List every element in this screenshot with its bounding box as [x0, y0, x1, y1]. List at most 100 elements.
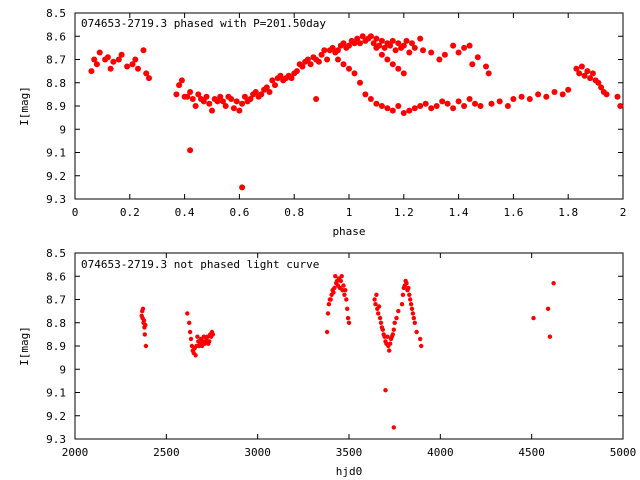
data-point: [400, 110, 407, 116]
data-point: [342, 292, 347, 297]
data-point: [390, 332, 395, 337]
data-point: [450, 105, 457, 112]
y-tick-label: 9.1: [46, 387, 66, 400]
data-point: [510, 96, 517, 102]
x-tick-label: 2000: [62, 446, 89, 459]
data-point: [409, 40, 415, 47]
data-point: [391, 425, 396, 430]
data-point: [547, 334, 553, 339]
data-point: [551, 89, 558, 95]
data-point: [206, 100, 213, 107]
x-tick-label: 0: [72, 206, 79, 219]
data-point: [187, 329, 193, 335]
data-point: [345, 306, 350, 311]
data-point: [407, 292, 412, 297]
data-point: [378, 320, 384, 325]
data-point: [357, 79, 363, 86]
data-point: [329, 44, 336, 51]
data-point: [220, 98, 226, 105]
data-point: [209, 107, 215, 114]
x-tick-label: 4000: [427, 446, 454, 459]
data-point: [376, 304, 382, 309]
data-point: [288, 75, 295, 82]
y-axis-label: I[mag]: [18, 86, 31, 126]
data-point: [341, 283, 346, 288]
data-point: [328, 297, 333, 302]
data-point: [461, 44, 468, 51]
data-point: [466, 96, 473, 102]
data-point: [321, 47, 328, 54]
data-point: [173, 91, 180, 98]
y-tick-label: 8.5: [46, 7, 66, 20]
x-tick-label: 0.8: [284, 206, 304, 219]
x-tick-label: 1.2: [394, 206, 414, 219]
data-point: [207, 339, 212, 344]
data-point: [210, 332, 216, 337]
data-point: [406, 107, 413, 114]
x-tick-label: 3500: [336, 446, 363, 459]
data-points: [139, 274, 556, 430]
data-point: [247, 96, 254, 102]
data-point: [383, 388, 388, 393]
data-point: [411, 44, 418, 51]
x-tick-label: 4500: [518, 446, 545, 459]
data-point: [391, 327, 396, 332]
data-point: [573, 65, 580, 72]
data-point: [372, 297, 377, 302]
data-point: [178, 77, 185, 84]
data-point: [241, 93, 248, 100]
y-tick-label: 9.2: [46, 170, 66, 183]
data-point: [340, 61, 347, 68]
data-point: [185, 311, 190, 316]
data-point: [409, 306, 415, 311]
data-point: [404, 281, 409, 286]
data-point: [187, 89, 194, 95]
data-point: [406, 285, 411, 291]
x-tick-label: 0.2: [120, 206, 140, 219]
data-point: [455, 98, 462, 105]
chart-title: 074653-2719.3 not phased light curve: [81, 258, 319, 271]
y-tick-label: 9.2: [46, 410, 66, 423]
data-point: [293, 68, 300, 75]
y-tick-label: 9.1: [46, 147, 66, 160]
data-point: [394, 315, 399, 321]
data-point: [444, 100, 451, 107]
data-point: [354, 35, 361, 42]
data-point: [228, 96, 235, 102]
data-point: [324, 56, 331, 63]
data-point: [584, 68, 591, 75]
data-point: [96, 49, 103, 56]
data-point: [466, 42, 473, 49]
data-point: [359, 33, 366, 40]
x-tick-label: 5000: [610, 446, 637, 459]
data-point: [496, 98, 503, 105]
data-point: [345, 315, 351, 321]
data-point: [410, 311, 416, 316]
data-point: [373, 35, 380, 42]
x-axis-label: hjd0: [336, 465, 363, 478]
data-point: [143, 322, 148, 328]
data-point: [200, 98, 207, 105]
data-point: [140, 47, 147, 54]
data-point: [333, 274, 338, 279]
data-point: [477, 103, 484, 109]
data-point: [239, 184, 246, 191]
data-point: [589, 70, 596, 77]
data-point: [439, 98, 446, 105]
data-point: [469, 61, 476, 68]
data-point: [203, 93, 210, 100]
data-point: [384, 105, 391, 112]
x-tick-label: 1: [346, 206, 353, 219]
y-tick-label: 8.7: [46, 54, 66, 67]
data-point: [195, 334, 200, 339]
data-point: [400, 42, 407, 49]
data-point: [146, 75, 152, 82]
data-point: [428, 49, 435, 56]
data-point: [195, 91, 202, 98]
data-point: [143, 70, 150, 77]
data-point: [408, 302, 414, 307]
data-point: [408, 297, 413, 302]
data-point: [272, 82, 278, 89]
x-tick-label: 2500: [153, 446, 180, 459]
data-point: [188, 336, 194, 342]
